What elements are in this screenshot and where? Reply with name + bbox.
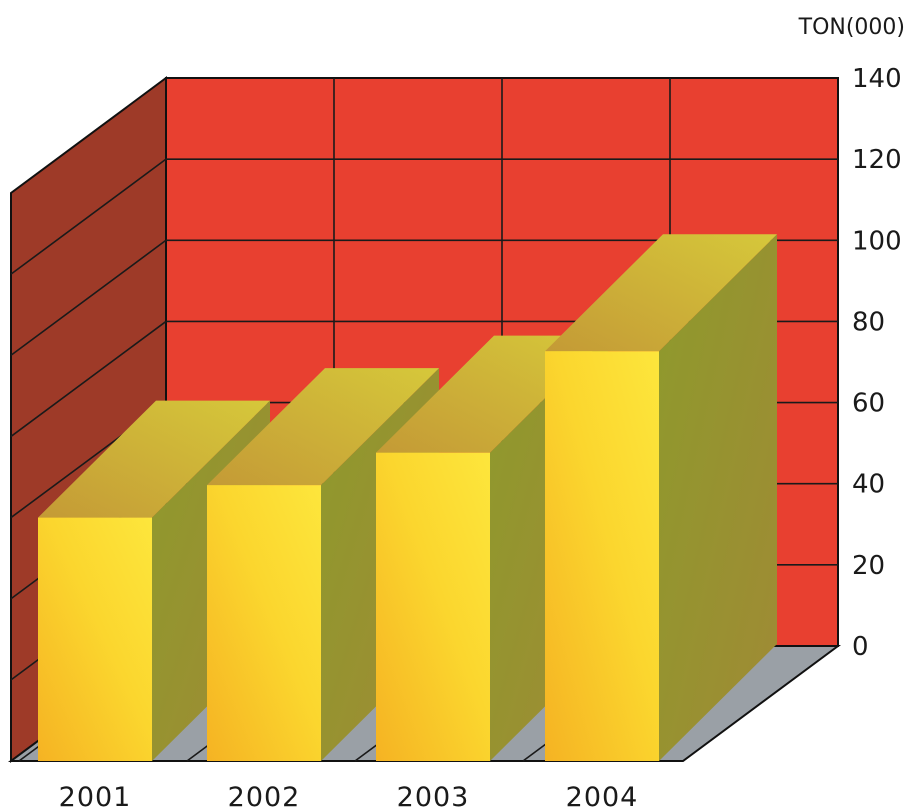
y-tick-label: 40 — [852, 470, 885, 500]
y-tick-label: 0 — [852, 632, 869, 662]
bar-top — [545, 234, 777, 352]
x-category-label: 2003 — [397, 782, 470, 812]
y-tick-label: 140 — [852, 64, 902, 94]
bar-top — [207, 368, 439, 486]
y-tick-label: 20 — [852, 551, 885, 581]
x-category-label: 2004 — [566, 782, 639, 812]
bar-front — [376, 452, 490, 761]
bar-2004 — [545, 234, 777, 761]
y-tick-label: 80 — [852, 307, 885, 337]
gridline-side — [10, 158, 167, 275]
y-tick-label: 100 — [852, 226, 902, 256]
x-category-label: 2001 — [59, 782, 132, 812]
bars — [38, 234, 777, 761]
gridline-side — [10, 320, 167, 438]
y-tick-label: 60 — [852, 389, 885, 419]
bar-side — [659, 234, 777, 761]
bar-front — [545, 351, 659, 761]
x-category-label: 2002 — [228, 782, 301, 812]
bar-front — [207, 485, 321, 761]
y-tick-label: 120 — [852, 145, 902, 175]
bar-top — [38, 400, 270, 518]
gridline-side — [10, 239, 167, 356]
y-axis-unit-label: TON(000) — [798, 15, 905, 40]
x-axis-labels: 2001 2002 2003 2004 — [59, 782, 639, 812]
y-axis-ticks: 0 20 40 60 80 100 120 140 — [852, 64, 902, 662]
bar-front — [38, 517, 152, 761]
